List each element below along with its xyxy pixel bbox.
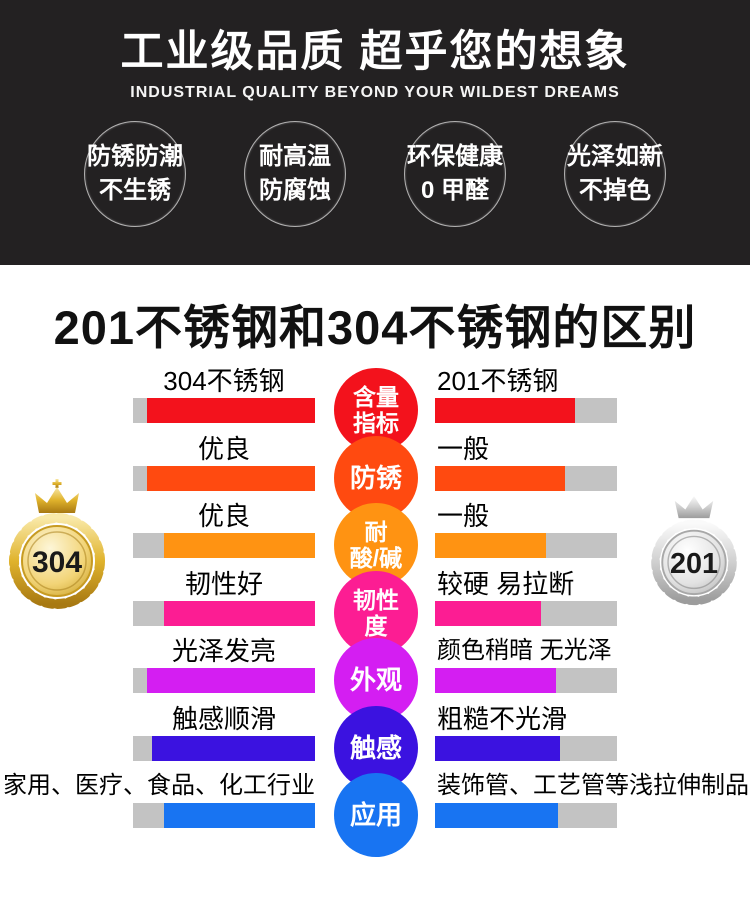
left-bar: [133, 600, 315, 626]
metric-circle: 韧性度: [334, 570, 418, 655]
hero-header: 工业级品质 超乎您的想象 INDUSTRIAL QUALITY BEYOND Y…: [0, 0, 750, 265]
feature-line-2: 不掉色: [579, 177, 651, 204]
metric-circle-line: 触感: [349, 732, 402, 763]
hero-title: 工业级品质 超乎您的想象: [120, 28, 630, 76]
compare-row: 韧性好 较硬 易拉断 韧性度: [0, 568, 750, 655]
right-bar-fill: [435, 735, 560, 761]
left-bar-fill: [147, 668, 315, 693]
metric-circle: 应用: [334, 773, 418, 857]
left-bar: [133, 735, 315, 761]
right-bar-fill: [435, 600, 541, 626]
comparison-table: 304 201 304不锈钢 201不锈钢: [0, 365, 750, 865]
feature-line-1: 防锈防潮: [87, 143, 183, 170]
right-bar: [435, 735, 617, 761]
left-value-label: 触感顺滑: [171, 703, 276, 734]
right-value-label: 装饰管、工艺管等浅拉伸制品: [437, 772, 749, 799]
right-bar: [435, 398, 617, 423]
metric-circle-line: 酸/碱: [349, 545, 403, 571]
feature-line-2: 不生锈: [99, 177, 171, 204]
left-bar: [133, 803, 315, 828]
left-bar-fill: [152, 735, 315, 761]
right-bar: [435, 803, 617, 828]
metric-circle: 防锈: [334, 435, 418, 520]
crown-icon: [674, 496, 714, 519]
metric-circle-line: 外观: [349, 665, 402, 695]
left-bar-fill: [164, 600, 315, 626]
right-bar-fill: [435, 533, 546, 558]
right-bar-fill: [435, 465, 565, 491]
right-value-label: 一般: [437, 501, 490, 531]
metric-circle-line: 防锈: [349, 462, 402, 493]
right-bar-fill: [435, 398, 575, 423]
right-value-label: 颜色稍暗 无光泽: [437, 637, 612, 664]
feature-circle: 耐高温 防腐蚀: [244, 121, 346, 227]
feature-line-1: 光泽如新: [567, 143, 663, 170]
compare-row: 光泽发亮 颜色稍暗 无光泽 外观: [0, 635, 750, 722]
compare-row: 家用、医疗、食品、化工行业 装饰管、工艺管等浅拉伸制品 应用: [0, 770, 750, 857]
left-bar-fill: [164, 533, 315, 558]
left-value-label: 光泽发亮: [171, 636, 276, 666]
hero-subtitle: INDUSTRIAL QUALITY BEYOND YOUR WILDEST D…: [130, 84, 620, 101]
feature-circle: 环保健康 0 甲醛: [404, 121, 506, 227]
metric-circle-line: 指标: [353, 410, 399, 436]
feature-circles: 防锈防潮 不生锈 耐高温 防腐蚀 环保健康 0 甲醛 光泽如新 不掉色: [0, 121, 750, 227]
medal-face: [21, 525, 93, 597]
right-bar: [435, 668, 617, 693]
left-bar: [133, 668, 315, 693]
right-bar-fill: [435, 803, 558, 828]
comparison-rows: 304不锈钢 201不锈钢 含量 指标 优良 一般 防锈 优良 一般 耐酸/碱 韧…: [0, 365, 750, 857]
left-value-label: 家用、医疗、食品、化工行业: [3, 772, 315, 799]
right-bar: [435, 600, 617, 626]
compare-row: 304不锈钢 201不锈钢 含量 指标: [0, 365, 750, 452]
metric-circle-line: 度: [364, 612, 388, 639]
feature-line-1: 耐高温: [259, 143, 331, 170]
left-bar-fill: [147, 398, 315, 423]
left-value-label: 优良: [197, 501, 250, 531]
gold-medal-304-icon: 304: [9, 479, 105, 609]
compare-row: 优良 一般 防锈: [0, 433, 750, 520]
feature-circle: 防锈防潮 不生锈: [84, 121, 186, 227]
feature-line-1: 环保健康: [407, 143, 503, 170]
left-bar-fill: [164, 803, 315, 828]
left-bar: [133, 398, 315, 423]
metric-circle-line: 韧性: [353, 586, 399, 613]
left-bar: [133, 533, 315, 558]
left-bar: [133, 465, 315, 491]
silver-medal-201-icon: 201: [651, 496, 737, 606]
left-value-label: 304不锈钢: [163, 366, 285, 396]
left-value-label: 优良: [197, 433, 250, 464]
gold-medal-label: 304: [32, 546, 82, 579]
compare-row: 优良 一般 耐酸/碱: [0, 500, 750, 587]
feature-line-2: 0 甲醛: [420, 177, 489, 204]
right-bar-fill: [435, 668, 556, 693]
crown-icon: [35, 479, 79, 513]
metric-circle-line: 含量: [353, 384, 399, 410]
compare-row: 触感顺滑 粗糙不光滑 触感: [0, 703, 750, 790]
metric-circle-line: 应用: [349, 800, 402, 830]
laurel-wreath-icon: [9, 513, 105, 609]
right-bar: [435, 533, 617, 558]
laurel-wreath-icon: [651, 519, 737, 606]
right-value-label: 201不锈钢: [437, 366, 559, 396]
right-value-label: 较硬 易拉断: [437, 568, 575, 599]
right-bar: [435, 465, 617, 491]
left-value-label: 韧性好: [184, 568, 263, 599]
silver-medal-label: 201: [670, 548, 718, 580]
metric-circle-line: 耐: [364, 519, 388, 545]
right-value-label: 粗糙不光滑: [437, 703, 568, 734]
left-bar-fill: [147, 465, 315, 491]
feature-line-2: 防腐蚀: [259, 177, 331, 204]
feature-circle: 光泽如新 不掉色: [564, 121, 666, 227]
medal-face: [661, 529, 727, 596]
section-title: 201不锈钢和304不锈钢的区别: [53, 301, 697, 354]
right-value-label: 一般: [437, 433, 490, 464]
